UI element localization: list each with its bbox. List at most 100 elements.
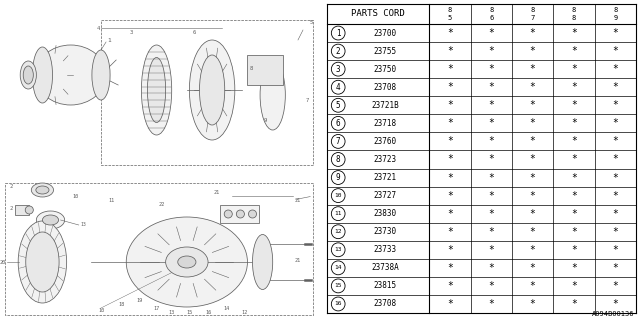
Text: 8: 8 xyxy=(336,155,340,164)
Text: 22: 22 xyxy=(159,203,164,207)
Text: *: * xyxy=(612,263,618,273)
Text: 23718: 23718 xyxy=(374,119,397,128)
Text: *: * xyxy=(612,227,618,237)
Circle shape xyxy=(332,62,345,76)
Text: *: * xyxy=(447,281,453,291)
Text: *: * xyxy=(571,281,577,291)
Ellipse shape xyxy=(26,232,59,292)
Text: 23760: 23760 xyxy=(374,137,397,146)
Text: 21: 21 xyxy=(295,197,301,203)
Text: *: * xyxy=(530,263,536,273)
Text: *: * xyxy=(488,136,494,147)
Text: *: * xyxy=(447,64,453,74)
Text: 16: 16 xyxy=(205,309,211,315)
Bar xyxy=(15,205,29,215)
Text: 7: 7 xyxy=(336,137,340,146)
Text: *: * xyxy=(571,136,577,147)
Circle shape xyxy=(332,207,345,220)
Text: *: * xyxy=(488,155,494,164)
Text: 9: 9 xyxy=(336,173,340,182)
Text: *: * xyxy=(488,263,494,273)
Text: 23700: 23700 xyxy=(374,28,397,37)
Text: *: * xyxy=(530,172,536,182)
Text: 23727: 23727 xyxy=(374,191,397,200)
Text: *: * xyxy=(571,28,577,38)
Text: 23730: 23730 xyxy=(374,227,397,236)
Circle shape xyxy=(332,225,345,239)
Text: *: * xyxy=(488,82,494,92)
Text: *: * xyxy=(530,227,536,237)
Text: *: * xyxy=(488,100,494,110)
Ellipse shape xyxy=(20,61,36,89)
Text: *: * xyxy=(447,245,453,255)
Ellipse shape xyxy=(260,60,285,130)
Ellipse shape xyxy=(42,215,59,225)
Text: *: * xyxy=(530,118,536,128)
Text: *: * xyxy=(612,118,618,128)
Text: 20: 20 xyxy=(0,260,6,265)
Text: *: * xyxy=(612,191,618,201)
Text: 23708: 23708 xyxy=(374,83,397,92)
Text: *: * xyxy=(488,118,494,128)
Ellipse shape xyxy=(189,40,235,140)
Text: *: * xyxy=(488,281,494,291)
Text: 2: 2 xyxy=(10,205,13,211)
Text: *: * xyxy=(530,245,536,255)
Ellipse shape xyxy=(200,55,225,125)
Text: 8: 8 xyxy=(531,7,535,12)
Ellipse shape xyxy=(23,66,33,84)
Circle shape xyxy=(332,134,345,148)
Text: *: * xyxy=(447,136,453,147)
Text: 15: 15 xyxy=(335,284,342,288)
Text: *: * xyxy=(488,46,494,56)
Ellipse shape xyxy=(92,50,110,100)
Text: 8: 8 xyxy=(448,7,452,12)
Text: 8: 8 xyxy=(572,15,576,21)
Ellipse shape xyxy=(126,217,248,307)
Text: 11: 11 xyxy=(108,197,114,203)
Text: *: * xyxy=(612,64,618,74)
Text: 23721: 23721 xyxy=(374,173,397,182)
Text: 2: 2 xyxy=(336,47,340,56)
Text: *: * xyxy=(488,245,494,255)
Text: A094B00136: A094B00136 xyxy=(591,311,634,317)
Text: *: * xyxy=(571,263,577,273)
Text: *: * xyxy=(447,209,453,219)
Text: *: * xyxy=(447,227,453,237)
Ellipse shape xyxy=(32,47,52,103)
Text: 19: 19 xyxy=(136,298,143,302)
Text: *: * xyxy=(571,191,577,201)
Text: 5: 5 xyxy=(448,15,452,21)
Text: *: * xyxy=(488,64,494,74)
Text: 7: 7 xyxy=(305,98,308,102)
Text: *: * xyxy=(571,299,577,309)
Text: 23830: 23830 xyxy=(374,209,397,218)
Text: 13: 13 xyxy=(335,247,342,252)
Ellipse shape xyxy=(147,58,166,123)
Text: 1: 1 xyxy=(108,37,111,43)
Text: *: * xyxy=(530,299,536,309)
Text: 12: 12 xyxy=(335,229,342,234)
Text: *: * xyxy=(447,299,453,309)
Circle shape xyxy=(332,116,345,130)
Circle shape xyxy=(332,279,345,293)
Text: 10: 10 xyxy=(98,308,104,313)
Text: 10: 10 xyxy=(72,194,79,198)
Text: *: * xyxy=(571,172,577,182)
Text: 21: 21 xyxy=(214,190,220,196)
Text: *: * xyxy=(447,46,453,56)
Ellipse shape xyxy=(25,206,33,214)
Circle shape xyxy=(332,80,345,94)
Text: *: * xyxy=(447,100,453,110)
Text: 3: 3 xyxy=(130,29,133,35)
Text: 5: 5 xyxy=(310,20,313,26)
Text: *: * xyxy=(571,46,577,56)
Text: *: * xyxy=(530,82,536,92)
Bar xyxy=(220,205,259,223)
Ellipse shape xyxy=(36,186,49,194)
Text: *: * xyxy=(612,245,618,255)
Text: 23721B: 23721B xyxy=(371,101,399,110)
Text: 23755: 23755 xyxy=(374,47,397,56)
Text: 10: 10 xyxy=(335,193,342,198)
Text: *: * xyxy=(447,28,453,38)
